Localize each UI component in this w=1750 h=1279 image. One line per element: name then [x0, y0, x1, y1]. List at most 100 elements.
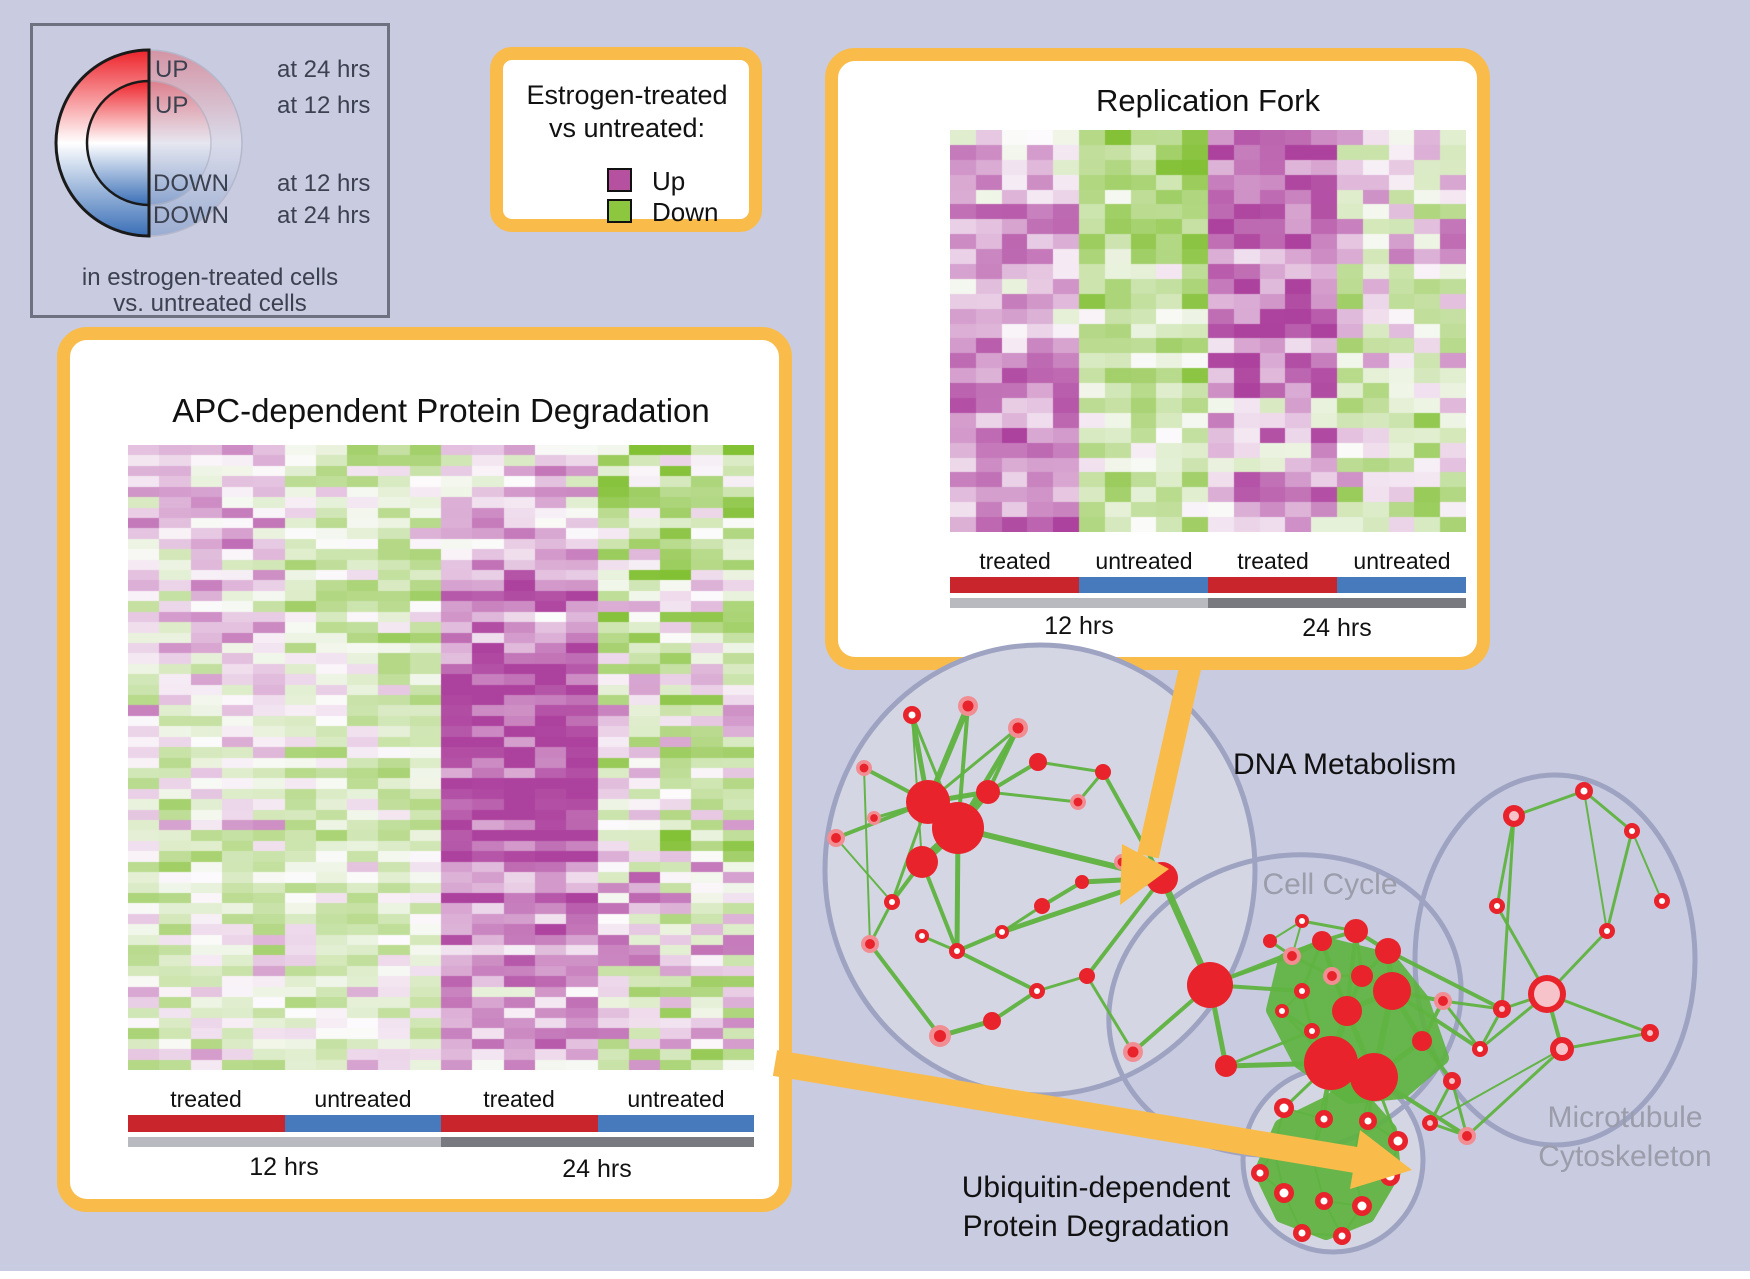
- network-edge: [1367, 1120, 1399, 1142]
- network-node-ring: [1315, 1192, 1333, 1210]
- apc-panel-title: APC-dependent Protein Degradation: [172, 392, 710, 429]
- network-edge: [1561, 1031, 1651, 1051]
- network-node-solid: [1375, 938, 1401, 964]
- rf-heatmap: [950, 130, 1466, 532]
- network-node-halo-core: [962, 700, 974, 712]
- network-edge: [1076, 771, 1105, 803]
- network-node-solid: [1146, 862, 1178, 894]
- network-node-solid: [1312, 931, 1332, 951]
- network-edge: [1311, 1155, 1325, 1202]
- network-node-halo-core: [1287, 951, 1297, 961]
- network-edge: [1341, 1205, 1363, 1237]
- network-edge: [1513, 789, 1585, 818]
- network-edge: [909, 714, 931, 803]
- network-edge: [1040, 880, 1084, 908]
- network-edge: [1385, 950, 1395, 992]
- network-node-pink-ring: [1528, 975, 1566, 1013]
- network-edge: [1545, 929, 1609, 996]
- network-edge: [1389, 1140, 1399, 1177]
- network-edge: [1479, 992, 1548, 1051]
- network-node-solid: [1215, 1055, 1237, 1077]
- network-label-microtubule-1: Microtubule: [1547, 1101, 1703, 1134]
- network-edge: [1605, 830, 1634, 932]
- network-node-ring-center: [908, 711, 916, 719]
- network-edge: [1300, 990, 1314, 1032]
- network-node-solid: [1075, 875, 1089, 889]
- up-color-swatch: [607, 168, 632, 192]
- network-node-halo-core: [831, 833, 841, 843]
- network-node-ring-center: [1629, 828, 1635, 834]
- rf-12h-label: 12 hrs: [1044, 612, 1114, 640]
- network-edge: [1281, 1009, 1313, 1033]
- network-edge: [1269, 920, 1303, 942]
- network-edge: [1371, 990, 1395, 1078]
- arrow-shaft-1: [772, 1050, 1359, 1173]
- network-edge: [927, 789, 989, 805]
- network-node-solid: [976, 780, 1000, 804]
- apc-24h-label: 24 hrs: [562, 1155, 632, 1183]
- network-node-ring-center: [1299, 988, 1305, 994]
- network-edge: [1273, 1107, 1285, 1150]
- network-edge: [1420, 1000, 1445, 1042]
- network-node-ring-center: [919, 933, 925, 939]
- network-edge: [868, 901, 894, 945]
- network-node-solid: [1263, 934, 1277, 948]
- apc-12h-label: 12 hrs: [249, 1153, 319, 1181]
- network-edge: [1320, 940, 1334, 977]
- network-edge: [1429, 1121, 1468, 1138]
- ring-dir-down12: DOWN: [153, 170, 229, 197]
- network-node-ring-center: [1385, 1171, 1395, 1181]
- network-edge: [1283, 1192, 1303, 1234]
- network-node-halo-core: [865, 939, 875, 949]
- network-label-cell-cycle: Cell Cycle: [1262, 868, 1398, 901]
- network-node-ring: [915, 929, 929, 943]
- rf-24h-bar: [1208, 598, 1466, 608]
- network-node-halo-core: [1117, 857, 1127, 867]
- network-edge: [1372, 1075, 1469, 1138]
- network-node-halo-core: [933, 1029, 947, 1043]
- down-label: Down: [652, 197, 719, 227]
- network-node-solid: [932, 802, 984, 854]
- ring-time-down12: at 12 hrs: [277, 170, 371, 197]
- network-edge: [1495, 815, 1516, 907]
- rf-untreated-bar-24h: [1337, 577, 1466, 593]
- network-edge: [1121, 860, 1163, 880]
- apc-treated-bar-12h: [128, 1115, 285, 1132]
- network-edge: [863, 766, 929, 804]
- rf-panel-title: Replication Fork: [1096, 83, 1320, 118]
- network-edge: [890, 860, 924, 904]
- inner-ring-right-half: [148, 80, 212, 206]
- network-edge: [1429, 1048, 1563, 1124]
- network-edge: [1345, 975, 1364, 1012]
- network-edge: [1310, 1029, 1333, 1065]
- network-node-ring-center: [1580, 787, 1588, 795]
- network-node-halo-core: [1327, 971, 1337, 981]
- network-node-ring: [1333, 1227, 1351, 1245]
- network-edge: [863, 767, 871, 945]
- network-node-ring: [1293, 1224, 1311, 1242]
- network-edge: [1311, 1155, 1353, 1162]
- network-node-pink-ring-center: [1509, 811, 1519, 821]
- network-node-ring: [1274, 1183, 1294, 1203]
- network-edge: [1387, 949, 1503, 1011]
- network-node-solid: [1095, 764, 1111, 780]
- arrow-head-1: [1350, 1130, 1412, 1189]
- network-node-pink-ring-center: [1427, 1120, 1433, 1126]
- network-edge: [956, 930, 1003, 953]
- network-edge: [1225, 1060, 1332, 1069]
- network-label-dna-metabolism: DNA Metabolism: [1233, 748, 1457, 781]
- network-edge: [1366, 1076, 1376, 1122]
- network-node-ring: [995, 925, 1009, 939]
- color-key-title-line2: vs untreated:: [548, 113, 706, 143]
- network-node-ring-center: [1494, 903, 1500, 909]
- network-label-microtubule-2: Cytoskeleton: [1538, 1140, 1712, 1173]
- network-node-ring-center: [1299, 918, 1305, 924]
- network-edge: [1291, 954, 1333, 978]
- network-node-ring: [884, 894, 900, 910]
- network-node-halo-core: [859, 763, 869, 773]
- network-edge: [1328, 1010, 1350, 1064]
- network-edge: [1361, 974, 1393, 993]
- network-node-halo: [861, 935, 879, 953]
- network-edge: [1344, 1010, 1377, 1078]
- network-node-halo: [958, 696, 978, 716]
